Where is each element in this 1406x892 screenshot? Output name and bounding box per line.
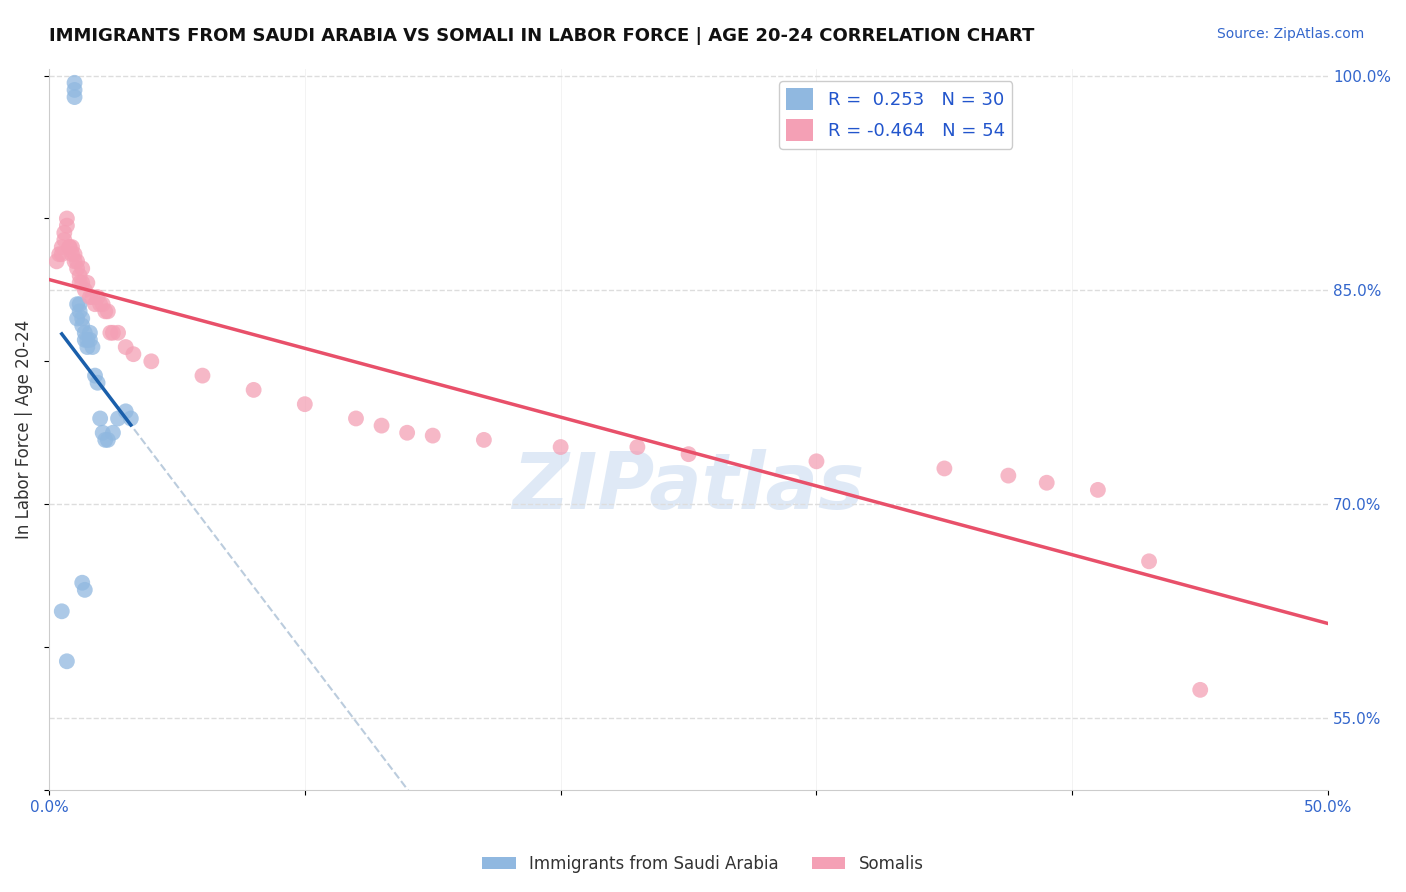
Point — [51, 247, 73, 261]
Point — [1137, 554, 1160, 568]
Point — [69, 268, 91, 283]
Point — [550, 440, 572, 454]
Point — [58, 240, 80, 254]
Point — [101, 326, 124, 340]
Point — [626, 440, 648, 454]
Point — [79, 290, 101, 304]
Y-axis label: In Labor Force | Age 20-24: In Labor Force | Age 20-24 — [15, 319, 32, 539]
Point — [66, 311, 89, 326]
Point — [806, 454, 828, 468]
Point — [73, 582, 96, 597]
Point — [97, 304, 120, 318]
Point — [997, 468, 1019, 483]
Text: ZIPatlas: ZIPatlas — [512, 449, 865, 524]
Point — [84, 368, 107, 383]
Point — [63, 83, 86, 97]
Point — [242, 383, 264, 397]
Point — [66, 297, 89, 311]
Point — [1087, 483, 1109, 497]
Point — [56, 211, 79, 226]
Point — [79, 326, 101, 340]
Point — [82, 290, 104, 304]
Point — [63, 247, 86, 261]
Point — [70, 311, 93, 326]
Point — [79, 333, 101, 347]
Point — [86, 376, 108, 390]
Point — [91, 425, 114, 440]
Point — [82, 340, 104, 354]
Point — [97, 433, 120, 447]
Point — [73, 326, 96, 340]
Point — [678, 447, 700, 461]
Point — [60, 240, 83, 254]
Point — [53, 226, 76, 240]
Point — [91, 297, 114, 311]
Point — [472, 433, 495, 447]
Point — [69, 297, 91, 311]
Point — [70, 575, 93, 590]
Point — [69, 304, 91, 318]
Point — [344, 411, 367, 425]
Point — [63, 90, 86, 104]
Point — [70, 261, 93, 276]
Point — [122, 347, 145, 361]
Point — [191, 368, 214, 383]
Point — [69, 276, 91, 290]
Point — [370, 418, 392, 433]
Point — [94, 304, 117, 318]
Point — [73, 333, 96, 347]
Point — [120, 411, 142, 425]
Point — [114, 404, 136, 418]
Legend: R =  0.253   N = 30, R = -0.464   N = 54: R = 0.253 N = 30, R = -0.464 N = 54 — [779, 81, 1012, 149]
Point — [60, 247, 83, 261]
Point — [84, 297, 107, 311]
Point — [934, 461, 956, 475]
Point — [63, 254, 86, 268]
Text: IMMIGRANTS FROM SAUDI ARABIA VS SOMALI IN LABOR FORCE | AGE 20-24 CORRELATION CH: IMMIGRANTS FROM SAUDI ARABIA VS SOMALI I… — [49, 27, 1035, 45]
Point — [89, 297, 111, 311]
Point — [1035, 475, 1057, 490]
Point — [107, 326, 129, 340]
Point — [56, 219, 79, 233]
Point — [141, 354, 163, 368]
Text: Source: ZipAtlas.com: Source: ZipAtlas.com — [1216, 27, 1364, 41]
Point — [76, 276, 98, 290]
Point — [396, 425, 419, 440]
Point — [70, 318, 93, 333]
Point — [66, 261, 89, 276]
Point — [63, 76, 86, 90]
Point — [51, 604, 73, 618]
Point — [101, 425, 124, 440]
Point — [45, 254, 67, 268]
Point — [66, 254, 89, 268]
Point — [294, 397, 316, 411]
Point — [70, 276, 93, 290]
Point — [100, 326, 122, 340]
Point — [58, 240, 80, 254]
Point — [53, 233, 76, 247]
Point — [89, 411, 111, 425]
Point — [422, 428, 444, 442]
Point — [76, 340, 98, 354]
Point — [86, 290, 108, 304]
Point — [94, 433, 117, 447]
Point — [51, 240, 73, 254]
Point — [48, 247, 70, 261]
Legend: Immigrants from Saudi Arabia, Somalis: Immigrants from Saudi Arabia, Somalis — [475, 848, 931, 880]
Point — [114, 340, 136, 354]
Point — [73, 283, 96, 297]
Point — [76, 333, 98, 347]
Point — [1189, 682, 1212, 697]
Point — [56, 654, 79, 668]
Point — [107, 411, 129, 425]
